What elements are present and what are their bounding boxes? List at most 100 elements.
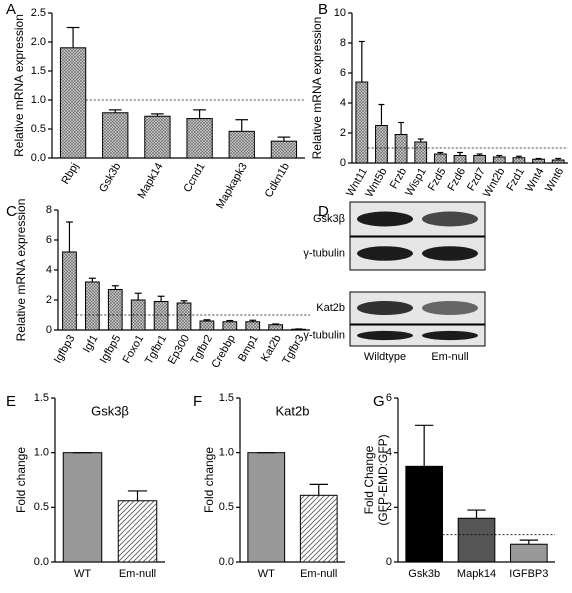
x-tick-label: Cdkn1b bbox=[263, 161, 292, 200]
bar bbox=[375, 125, 388, 164]
x-tick-label: Gsk3b bbox=[408, 568, 440, 580]
bar bbox=[405, 465, 443, 563]
error-bar bbox=[134, 292, 142, 300]
y-tick-label: 0 bbox=[340, 157, 346, 169]
bar bbox=[62, 251, 77, 331]
lane-label: Em-null bbox=[431, 351, 468, 363]
x-tick-label: Mapk14 bbox=[457, 568, 496, 580]
panel-label: G bbox=[373, 393, 385, 410]
blot-band bbox=[422, 246, 478, 261]
bar bbox=[186, 118, 213, 159]
y-axis-label: Relative mRNA expression bbox=[310, 17, 324, 160]
panel-label: A bbox=[6, 1, 16, 18]
error-bar bbox=[88, 277, 96, 282]
bar bbox=[414, 141, 428, 164]
x-tick-label: Rbpj bbox=[59, 161, 81, 187]
x-tick-label: Wnt6 bbox=[543, 166, 566, 194]
error-bar bbox=[108, 109, 122, 113]
bar bbox=[473, 155, 487, 164]
bar bbox=[453, 155, 467, 164]
x-tick-label: Em-null bbox=[300, 568, 337, 580]
blot-band bbox=[422, 330, 478, 341]
bar bbox=[102, 112, 129, 159]
y-tick-label: 2 bbox=[340, 127, 346, 139]
x-tick-label: Igf1 bbox=[81, 333, 101, 355]
band-label: Gsk3β bbox=[313, 213, 345, 225]
x-tick-label: Igfbp3 bbox=[52, 333, 78, 365]
x-tick-label: WT bbox=[258, 568, 275, 580]
error-bar bbox=[249, 319, 257, 322]
error-bar bbox=[457, 151, 463, 156]
y-axis-label: Fold Change bbox=[362, 445, 376, 514]
blot-band bbox=[357, 246, 413, 261]
error-bar bbox=[555, 157, 562, 160]
panel-label: C bbox=[6, 203, 17, 220]
y-tick-label: 1.0 bbox=[219, 447, 234, 459]
y-tick-label: 1.5 bbox=[34, 392, 49, 404]
x-tick-label: Mapk14 bbox=[136, 161, 166, 201]
x-tick-label: Fzd5 bbox=[426, 166, 449, 193]
lane-label: Wildtype bbox=[364, 351, 406, 363]
bar bbox=[551, 159, 565, 164]
error-bar bbox=[277, 136, 291, 142]
bar bbox=[492, 156, 506, 164]
error-bar bbox=[437, 151, 444, 154]
chart-title: Kat2b bbox=[276, 403, 310, 418]
bar bbox=[299, 494, 338, 563]
x-tick-label: Em-null bbox=[119, 568, 156, 580]
y-tick-label: 0.0 bbox=[219, 556, 234, 568]
x-tick-label: Tgfbr1 bbox=[143, 333, 169, 367]
error-bar bbox=[358, 40, 365, 82]
panel-label: F bbox=[193, 393, 202, 410]
x-tick-label: Mapkapk3 bbox=[214, 161, 250, 211]
y-axis-label: Fold change bbox=[14, 447, 28, 513]
y-tick-label: 2.0 bbox=[31, 36, 46, 48]
error-bar bbox=[226, 319, 234, 322]
x-tick-label: Ep300 bbox=[166, 333, 192, 367]
x-tick-label: Gsk3b bbox=[97, 161, 123, 195]
y-tick-label: 8 bbox=[46, 204, 52, 216]
y-tick-label: 1.0 bbox=[34, 447, 49, 459]
bar bbox=[153, 301, 169, 331]
bar bbox=[84, 281, 100, 331]
error-bar bbox=[309, 483, 328, 496]
error-bar bbox=[66, 221, 73, 252]
y-tick-label: 6 bbox=[386, 392, 392, 404]
error-bar bbox=[476, 153, 483, 156]
band-label: Kat2b bbox=[316, 302, 345, 314]
error-bar bbox=[415, 424, 434, 467]
bar bbox=[532, 158, 545, 164]
error-bar bbox=[157, 295, 165, 302]
bar bbox=[433, 153, 447, 164]
y-axis-label: Relative mRNA expression bbox=[12, 14, 26, 157]
bar bbox=[62, 452, 103, 563]
error-bar bbox=[378, 103, 385, 126]
y-tick-label: 1.5 bbox=[219, 392, 234, 404]
error-bar bbox=[398, 121, 405, 135]
bar bbox=[59, 47, 87, 159]
y-axis-label: Relative mRNA expression bbox=[14, 199, 28, 342]
x-tick-label: Ccnd1 bbox=[181, 161, 207, 195]
error-bar bbox=[151, 113, 164, 117]
blot-band bbox=[357, 211, 413, 227]
band-label: γ-tubulin bbox=[303, 329, 345, 341]
y-axis-label: (GFP-EMD:GFP) bbox=[376, 434, 390, 525]
blot-band bbox=[357, 330, 413, 341]
bar bbox=[107, 289, 123, 331]
y-tick-label: 0.0 bbox=[31, 152, 46, 164]
y-tick-label: 10 bbox=[334, 7, 346, 19]
band-label: γ-tubulin bbox=[303, 247, 345, 259]
y-tick-label: 8 bbox=[340, 37, 346, 49]
error-bar bbox=[496, 154, 503, 157]
error-bar bbox=[111, 285, 119, 290]
y-tick-label: 0.5 bbox=[34, 501, 49, 513]
bar bbox=[245, 321, 261, 331]
y-tick-label: 4 bbox=[340, 97, 346, 109]
y-tick-label: 0.5 bbox=[219, 501, 234, 513]
y-tick-label: 6 bbox=[46, 234, 52, 246]
y-tick-label: 1.5 bbox=[31, 65, 46, 77]
error-bar bbox=[519, 539, 538, 545]
bar bbox=[510, 543, 548, 563]
y-tick-label: 0.5 bbox=[31, 123, 46, 135]
